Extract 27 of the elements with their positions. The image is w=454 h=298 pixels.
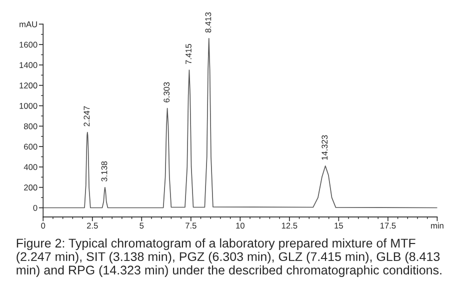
- x-tick-label: 15: [334, 222, 343, 229]
- annotation: 14.323: [322, 135, 328, 160]
- annotation: 8.413: [205, 12, 212, 32]
- x-tick-label: 7.5: [186, 222, 196, 229]
- annotation: 3.138: [101, 161, 108, 182]
- y-tick-label: 800: [24, 123, 38, 130]
- y-tick-label: 1000: [20, 102, 38, 109]
- y-tick-label: 1600: [20, 42, 38, 48]
- x-tick-label: 10: [236, 222, 244, 229]
- annotation: 6.303: [164, 82, 170, 102]
- y-tick-label: 600: [24, 144, 38, 150]
- y-tick-label: 1200: [20, 82, 38, 88]
- y-tick-label: 400: [24, 164, 38, 170]
- x-tick-label: 17.5: [380, 222, 396, 229]
- x-tick-label: 0: [41, 222, 46, 229]
- annotation: 7.415: [186, 44, 192, 64]
- y-tick-label: 200: [24, 184, 38, 190]
- caption: Figure 2: Typical chromatogram of a laboratory prepared mixture of MTF (2.247 min), SIT (3.138 min), PGZ (6.303 min), GLZ (7.415 min), GLB (8.413 min) and RPG (14.323 min) under the described chromatographic conditions.: [16, 238, 442, 277]
- x-tick-label: 2.5: [87, 222, 98, 229]
- y-tick-label: 0: [33, 204, 38, 211]
- x-tick-label: 12.5: [282, 222, 298, 229]
- y-tick-label: mAU: [20, 21, 37, 28]
- annotation: 2.247: [84, 106, 90, 126]
- x-tick-label: min: [431, 222, 444, 229]
- x-tick-label: 5: [140, 222, 144, 229]
- line-series: [43, 38, 438, 208]
- y-tick-label: 1400: [20, 62, 38, 68]
